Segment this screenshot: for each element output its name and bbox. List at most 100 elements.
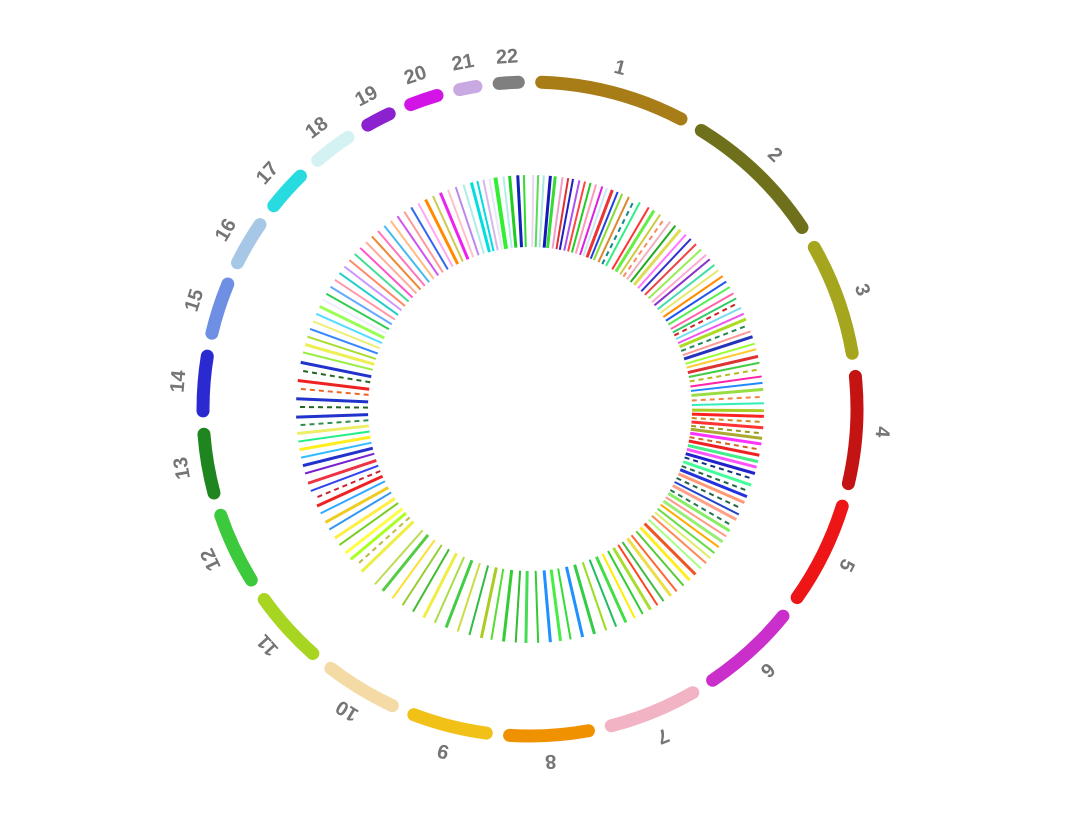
chromosome-label-5: 5: [834, 555, 859, 575]
band-segment: [359, 247, 414, 299]
band-segment: [360, 520, 415, 573]
band-segment: [546, 176, 557, 249]
band-segment: [691, 417, 764, 424]
band-segment: [300, 360, 372, 379]
band-segment: [581, 561, 608, 631]
band-segment: [674, 481, 740, 516]
band-segment: [691, 412, 764, 418]
band-segment: [401, 544, 443, 606]
chromosome-arc-14: [196, 349, 214, 418]
band-segment: [309, 328, 379, 355]
band-segment: [677, 472, 746, 505]
chromosome-arc-5: [790, 499, 849, 605]
chromosome-label-10: 10: [332, 695, 362, 725]
band-segment: [391, 539, 436, 599]
band-segment: [296, 413, 369, 419]
band-segment: [479, 567, 498, 639]
band-segment: [611, 206, 650, 270]
band-segment: [304, 452, 375, 475]
band-segment: [637, 233, 687, 289]
band-segment: [595, 556, 628, 624]
band-segment: [653, 258, 711, 307]
band-segment: [691, 420, 764, 430]
band-segment: [514, 570, 522, 643]
chromosome-arc-22: [492, 75, 525, 90]
chromosome-arc-15: [205, 277, 235, 340]
chromosome-label-16: 16: [211, 215, 241, 245]
band-segment: [422, 552, 458, 619]
chromosome-label-4: 4: [871, 426, 894, 439]
band-segment: [299, 369, 371, 384]
band-segment: [682, 330, 752, 357]
chromosome-arc-1: [535, 75, 688, 126]
band-segment: [531, 175, 535, 248]
band-segment: [312, 320, 381, 350]
band-segment: [462, 184, 485, 254]
band-segment: [298, 430, 370, 443]
band-segment: [585, 189, 614, 258]
band-segment: [686, 348, 757, 369]
band-segment: [689, 368, 761, 383]
band-segment: [679, 468, 748, 499]
band-segment: [315, 312, 383, 345]
band-segment: [447, 189, 475, 258]
band-segment: [522, 175, 527, 248]
band-segment: [651, 254, 707, 304]
band-segment: [657, 264, 716, 311]
band-segment: [689, 436, 761, 451]
band-segment: [682, 460, 752, 487]
band-segment: [619, 213, 662, 275]
chromosome-label-6: 6: [756, 658, 779, 682]
band-segment: [316, 474, 384, 508]
band-segment: [310, 464, 379, 492]
band-segment: [329, 285, 393, 326]
band-segment: [302, 446, 374, 468]
band-segment: [582, 187, 608, 257]
band-segment: [296, 405, 369, 409]
band-segment: [691, 408, 765, 413]
band-segment: [374, 529, 424, 585]
band-segment: [657, 507, 716, 554]
band-segment: [629, 224, 677, 283]
band-segment: [433, 556, 466, 624]
band-segment: [296, 419, 369, 427]
band-segment: [691, 387, 764, 397]
band-segment: [622, 217, 666, 278]
band-segment: [322, 298, 388, 335]
band-segment: [669, 489, 734, 527]
chromosome-label-18: 18: [301, 112, 332, 143]
band-segment: [690, 427, 763, 440]
chromosome-label-17: 17: [252, 158, 283, 189]
band-segment: [502, 176, 513, 249]
band-segment: [490, 568, 505, 640]
band-segment: [524, 570, 529, 643]
band-segment: [296, 387, 369, 396]
band-segment: [665, 280, 727, 322]
band-segment: [601, 199, 636, 265]
band-segment: [304, 343, 375, 366]
band-segment: [324, 486, 390, 524]
chromosome-label-7: 7: [654, 723, 673, 748]
band-segment: [640, 238, 692, 292]
band-segment: [328, 491, 392, 531]
chromosome-arc-6: [706, 609, 790, 687]
band-segment: [685, 342, 755, 365]
band-segment: [617, 544, 659, 606]
band-segment: [687, 354, 759, 375]
band-segment: [456, 562, 481, 632]
band-segment: [672, 297, 737, 334]
band-segment: [534, 175, 540, 248]
band-segment: [677, 312, 745, 345]
band-segment: [542, 175, 552, 248]
band-segment: [570, 182, 592, 253]
band-segment: [297, 424, 370, 435]
band-segment: [676, 477, 743, 510]
band-segment: [432, 195, 464, 263]
band-segment: [493, 177, 509, 250]
chromosome-label-1: 1: [612, 56, 628, 80]
band-segment: [621, 541, 665, 602]
chromosome-label-14: 14: [167, 369, 191, 394]
band-segment: [296, 397, 369, 404]
band-segment: [675, 306, 742, 340]
